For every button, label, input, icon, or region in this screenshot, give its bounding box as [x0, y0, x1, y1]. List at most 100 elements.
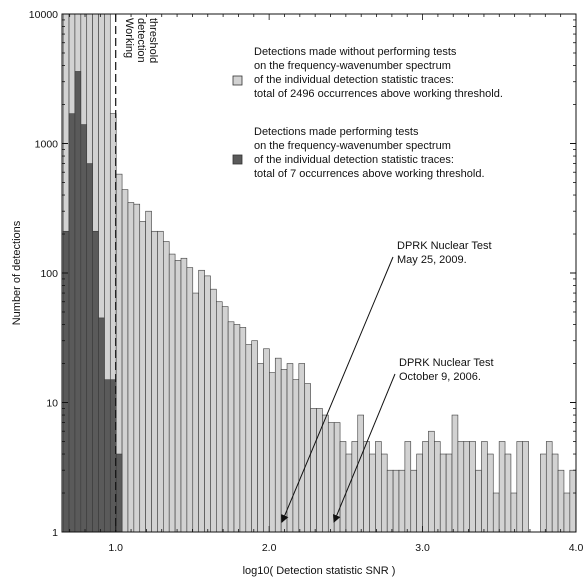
y-axis: 1 10 100 1000 10000 [29, 9, 576, 539]
legend-entry-2-line-3: of the individual detection statistic tr… [254, 154, 454, 166]
bar-without-tests [204, 275, 211, 533]
legend-swatch-with-tests [232, 154, 243, 165]
bar-without-tests [398, 469, 406, 533]
bar-without-tests [210, 288, 217, 533]
bar-without-tests [216, 301, 223, 533]
annotation-2006-line-2: October 9, 2006. [399, 371, 481, 383]
bar-without-tests [221, 306, 229, 533]
threshold-label-line-1: Working [123, 18, 135, 58]
bar-without-tests [292, 379, 300, 533]
bar-without-tests [227, 321, 235, 533]
bar-without-tests [569, 469, 577, 533]
bar-without-tests [498, 441, 506, 533]
x-tick-label: 3.0 [415, 542, 430, 554]
bar-without-tests [257, 363, 264, 533]
bar-without-tests [386, 469, 394, 533]
bar-without-tests [475, 469, 482, 533]
bar-without-tests [168, 253, 176, 533]
bar-without-tests [310, 408, 317, 533]
bar-without-tests [192, 292, 199, 533]
bar-without-tests [540, 453, 547, 533]
bar-without-tests [504, 453, 512, 533]
bar-without-tests [145, 210, 152, 533]
bar-without-tests [327, 422, 335, 533]
bar-without-tests [375, 441, 382, 533]
bar-without-tests [180, 257, 188, 533]
y-tick-label: 1000 [35, 139, 59, 151]
bar-without-tests [133, 203, 141, 533]
bar-without-tests [439, 453, 447, 533]
x-tick-label: 1.0 [108, 542, 123, 554]
bar-without-tests [239, 327, 247, 533]
bar-without-tests [369, 453, 376, 533]
bar-without-tests [416, 453, 423, 533]
x-axis: 1.0 2.0 3.0 4.0 [69, 14, 583, 554]
bar-without-tests [339, 441, 347, 533]
bar-without-tests [127, 202, 135, 533]
bar-without-tests [481, 441, 488, 533]
bar-without-tests [322, 414, 329, 533]
x-tick-label: 2.0 [262, 542, 277, 554]
bar-without-tests [251, 340, 258, 533]
bar-without-tests [186, 267, 194, 533]
bar-without-tests [163, 241, 170, 533]
annotation-2006-arrow [332, 373, 396, 523]
threshold-label: Working detection threshold [123, 18, 159, 63]
bar-without-tests [121, 189, 129, 533]
bar-without-tests [457, 441, 465, 533]
annotation-dprk-2009: DPRK Nuclear Test May 25, 2009. [281, 240, 492, 523]
bar-without-tests [428, 430, 435, 533]
bar-without-tests [451, 414, 459, 533]
bar-without-tests [274, 357, 282, 533]
legend-entry-1-line-2: on the frequency-wavenumber spectrum [254, 60, 451, 72]
x-axis-label: log10( Detection statistic SNR ) [243, 565, 396, 577]
y-tick-label: 1 [52, 527, 58, 539]
bar-without-tests [381, 453, 388, 533]
bar-with-tests [98, 317, 105, 533]
legend-entry-2-line-4: total of 7 occurrences above working thr… [254, 168, 485, 180]
bar-without-tests [551, 453, 559, 533]
bar-without-tests [563, 492, 571, 533]
threshold-label-line-2: detection [135, 18, 147, 63]
bar-with-tests [62, 230, 70, 533]
bar-without-tests [422, 441, 429, 533]
bar-without-tests [139, 221, 146, 533]
bar-without-tests [445, 453, 453, 533]
legend-entry-1-line-4: total of 2496 occurrences above working … [254, 88, 503, 100]
bar-without-tests [233, 324, 241, 533]
legend-entry-2-line-1: Detections made performing tests [254, 126, 419, 138]
bar-without-tests [304, 383, 311, 533]
bar-without-tests [357, 414, 364, 533]
bar-without-tests [516, 441, 524, 533]
bar-with-tests [86, 163, 93, 533]
bar-without-tests [351, 441, 359, 533]
series-with-fk-tests [62, 71, 123, 533]
bar-without-tests [392, 469, 400, 533]
bar-without-tests [463, 441, 470, 533]
legend-swatch-without-tests [232, 75, 243, 86]
bar-with-tests [68, 113, 76, 533]
bar-without-tests [469, 441, 476, 533]
bar-without-tests [269, 372, 276, 533]
annotation-2009-line-1: DPRK Nuclear Test [397, 240, 492, 252]
bar-with-tests [74, 71, 82, 533]
annotation-2006-line-1: DPRK Nuclear Test [399, 357, 494, 369]
bar-without-tests [522, 441, 529, 533]
legend-entry-1-line-1: Detections made without performing tests [254, 46, 457, 58]
bar-without-tests [434, 441, 441, 533]
bar-without-tests [198, 269, 205, 533]
bar-without-tests [492, 492, 500, 533]
bar-without-tests [404, 441, 412, 533]
annotation-2009-line-2: May 25, 2009. [397, 254, 467, 266]
legend: Detections made without performing tests… [232, 46, 503, 180]
y-tick-label: 10000 [29, 9, 58, 21]
bar-with-tests [80, 124, 88, 533]
bar-without-tests [280, 369, 288, 533]
bar-without-tests [487, 453, 494, 533]
legend-entry-1-line-3: of the individual detection statistic tr… [254, 74, 454, 86]
x-tick-label: 4.0 [569, 542, 583, 554]
bar-without-tests [174, 260, 182, 533]
bar-without-tests [157, 230, 164, 533]
bar-without-tests [263, 348, 270, 533]
